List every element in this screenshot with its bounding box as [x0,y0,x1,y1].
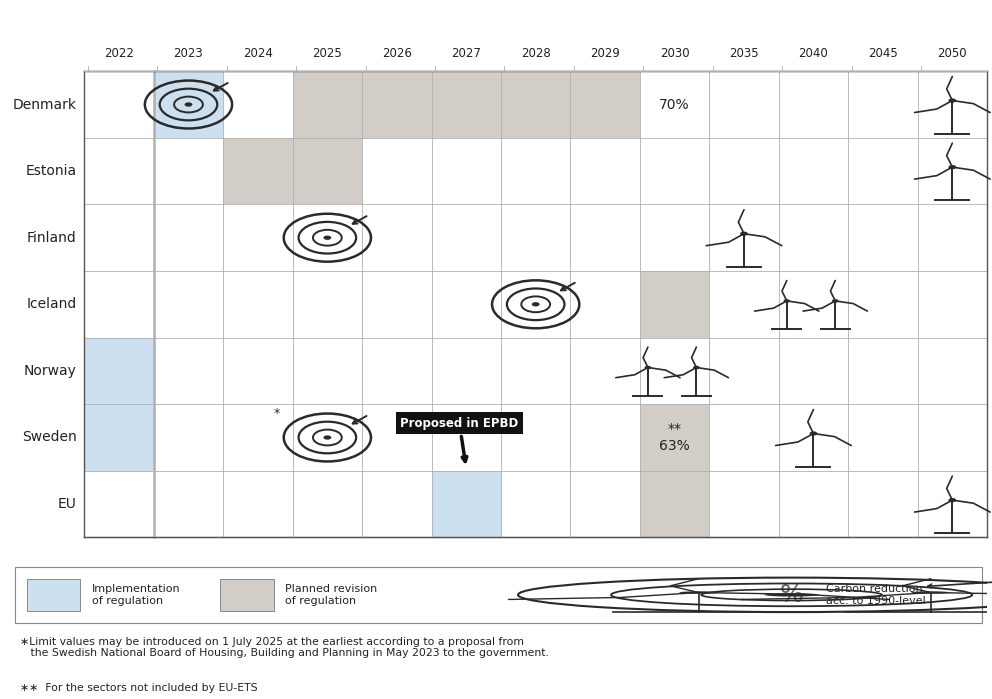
Text: Proposed in EPBD: Proposed in EPBD [400,417,519,461]
Bar [432,471,501,538]
Text: 2028: 2028 [521,47,551,60]
Text: EU: EU [58,497,76,511]
Circle shape [680,591,718,593]
Bar [501,71,570,138]
Bar [293,138,362,204]
Bar [154,71,223,138]
Text: Iceland: Iceland [26,297,76,311]
Text: Carbon reduction
acc. to 1990-level: Carbon reduction acc. to 1990-level [825,584,926,605]
Circle shape [784,299,790,303]
Bar [220,579,274,611]
Circle shape [948,165,956,169]
Bar [640,471,709,538]
Text: 2040: 2040 [799,47,828,60]
Bar [27,579,80,611]
Bar [293,71,362,138]
Bar [640,271,709,338]
Circle shape [912,591,950,593]
Text: Finland: Finland [27,231,76,245]
Text: 2035: 2035 [729,47,759,60]
Text: Implementation
of regulation: Implementation of regulation [92,584,181,605]
Text: 2029: 2029 [590,47,620,60]
Circle shape [809,431,817,435]
Text: Planned revision
of regulation: Planned revision of regulation [286,584,378,605]
Text: 2022: 2022 [104,47,134,60]
Text: 2050: 2050 [937,47,967,60]
Bar [223,138,293,204]
Text: 2045: 2045 [868,47,898,60]
Circle shape [740,231,748,236]
Text: Estonia: Estonia [25,164,76,178]
Circle shape [323,435,331,440]
Text: **
63%: ** 63% [660,422,689,452]
Text: *: * [274,407,281,420]
Bar [432,71,501,138]
Text: Sweden: Sweden [22,431,76,445]
Text: 70%: 70% [660,98,689,112]
Text: 2026: 2026 [382,47,412,60]
Circle shape [693,366,699,369]
Bar [640,404,709,471]
Text: 2027: 2027 [451,47,481,60]
Bar [570,71,640,138]
Text: Denmark: Denmark [12,98,76,112]
Text: ∗∗  For the sectors not included by EU-ETS: ∗∗ For the sectors not included by EU-ET… [20,683,257,693]
Circle shape [532,302,540,306]
Circle shape [948,99,956,103]
Bar [84,338,154,404]
Text: Norway: Norway [24,364,76,378]
Circle shape [948,498,956,502]
Circle shape [323,236,331,240]
Text: 2024: 2024 [243,47,273,60]
Text: 2025: 2025 [312,47,342,60]
Text: ∗Limit values may be introduced on 1 July 2025 at the earliest according to a pr: ∗Limit values may be introduced on 1 Jul… [20,637,549,658]
Circle shape [764,593,819,596]
Text: 2030: 2030 [660,47,689,60]
Text: 2023: 2023 [174,47,203,60]
Bar [84,404,154,471]
Circle shape [832,299,838,303]
Circle shape [645,366,651,369]
Bar [362,71,432,138]
Circle shape [185,102,192,107]
Text: %: % [780,583,804,607]
